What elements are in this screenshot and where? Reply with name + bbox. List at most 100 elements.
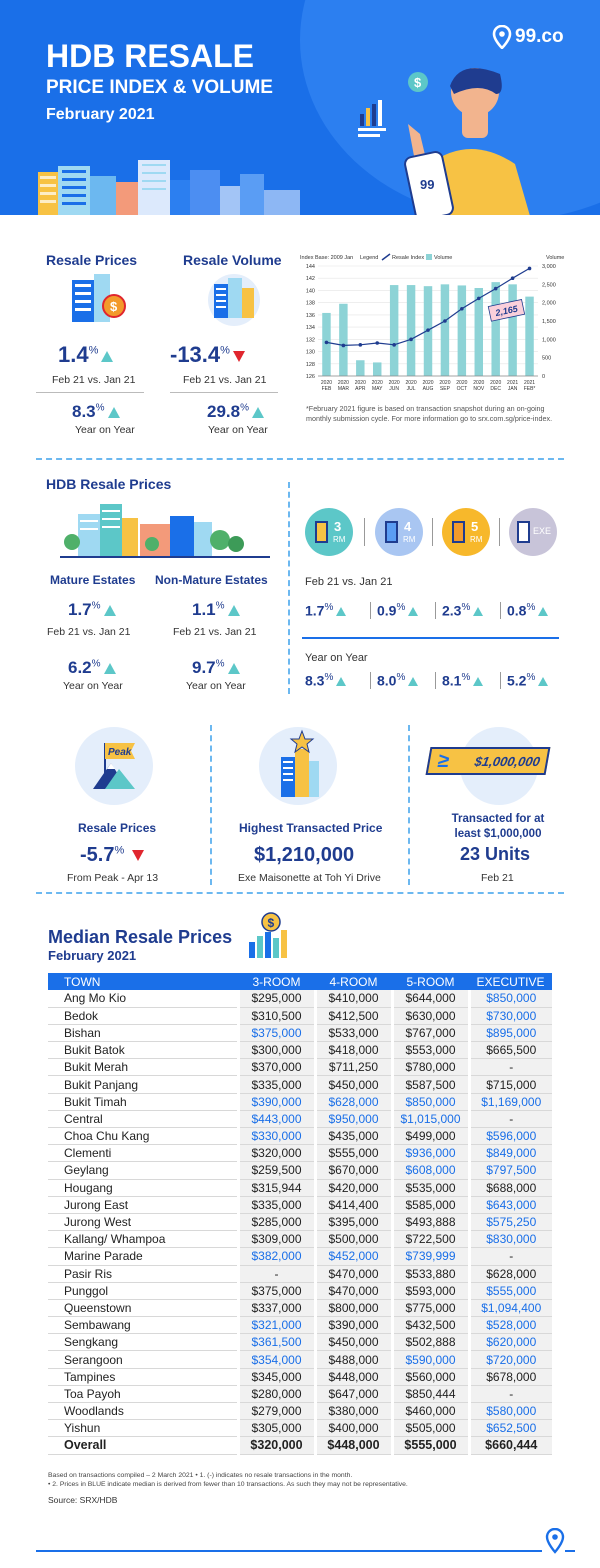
town-cell: Yishun <box>64 1421 101 1436</box>
resale-index-point <box>426 328 430 332</box>
section-divider-2 <box>36 892 564 894</box>
room-type-3rm: 3 RM <box>305 508 353 556</box>
divider-2 <box>170 392 278 393</box>
down-arrow-icon <box>132 850 145 862</box>
resale-index-point <box>324 340 329 345</box>
volume-bar <box>440 284 450 376</box>
table-row: Punggol $375,000 $470,000 $593,000 $555,000 <box>48 1282 552 1300</box>
door-icon <box>315 521 328 543</box>
town-cell: Jurong East <box>64 1197 129 1212</box>
chart-index-base: Index Base: 2009 Jan <box>300 255 353 261</box>
resale-index-point <box>527 266 532 271</box>
mountain-peak-icon: Peak <box>93 743 135 789</box>
section-divider-1 <box>36 458 564 460</box>
price-cell: $1,015,000 <box>390 1110 469 1128</box>
up-arrow-icon <box>252 407 264 419</box>
x-tick-year: 2020 <box>422 380 433 386</box>
town-cell: Toa Payoh <box>64 1386 121 1401</box>
y-tick-label: 136 <box>306 313 315 319</box>
table-row: Serangoon $354,000 $488,000 $590,000 $720,00… <box>48 1350 552 1369</box>
price-cell: $950,000 <box>313 1110 392 1128</box>
town-cell: Sembawang <box>64 1318 131 1333</box>
resale-index-point <box>358 343 363 347</box>
table-notes: Based on transactions compiled – 2 March… <box>48 1471 408 1489</box>
table-row: Pasir Ris - $470,000 $533,880 $628,000 <box>48 1265 552 1283</box>
price-cell: $375,000 <box>236 1024 315 1042</box>
volume-bar <box>457 285 467 376</box>
legend-line-swatch <box>381 253 391 261</box>
volume-bar <box>508 284 517 376</box>
x-tick-year: 2020 <box>338 380 349 386</box>
town-cell: Marine Parade <box>64 1249 143 1264</box>
price-cell: $300,000 <box>236 1041 315 1059</box>
price-cell: $418,000 <box>313 1041 392 1059</box>
price-cell: $665,500 <box>467 1041 552 1059</box>
price-cell: $412,500 <box>313 1007 392 1025</box>
price-cell: $470,000 <box>313 1282 392 1300</box>
y-tick-label: 126 <box>306 374 315 380</box>
table-row: Bukit Merah $370,000 $711,250 $780,000- <box>48 1058 552 1076</box>
up-arrow-icon <box>538 607 549 617</box>
mature-mom-caption: Feb 21 vs. Jan 21 <box>47 626 131 638</box>
x-tick-year: 2020 <box>389 380 400 386</box>
volume-bar <box>474 288 483 376</box>
volume-bar <box>525 296 534 376</box>
chart-footnote: *February 2021 figure is based on transa… <box>306 404 553 423</box>
chart-legend-index: Resale Index <box>392 255 424 261</box>
peak-illustration: Peak <box>75 727 153 805</box>
y-tick-label: 128 <box>306 362 315 368</box>
price-cell: $580,000 <box>467 1402 552 1420</box>
up-arrow-icon <box>101 350 114 362</box>
nonmature-mom-caption: Feb 21 vs. Jan 21 <box>173 626 257 638</box>
resale-volume-yoy: 29.8% <box>207 402 264 422</box>
million-title: Transacted for at least $1,000,000 <box>451 813 545 840</box>
resale-prices-caption: Feb 21 vs. Jan 21 <box>52 374 136 386</box>
price-cell: $375,000 <box>236 1282 315 1300</box>
town-cell: Serangoon <box>64 1352 123 1367</box>
x-tick-year: 2020 <box>473 380 484 386</box>
price-cell: $555,000 <box>467 1282 552 1300</box>
town-cell: Jurong West <box>64 1215 132 1230</box>
room-sep-1 <box>364 518 365 546</box>
table-note-2: • 2. Prices in BLUE indicate median is d… <box>48 1481 408 1489</box>
chart-legend-volume: Volume <box>434 255 452 261</box>
price-cell: $528,000 <box>467 1316 552 1334</box>
header-title: HDB RESALE <box>46 38 255 74</box>
resale-index-point <box>443 319 447 323</box>
up-arrow-icon <box>227 605 240 617</box>
price-cell: $435,000 <box>313 1127 392 1145</box>
svg-text:$: $ <box>414 75 422 90</box>
gte-icon: ≥ <box>436 750 451 772</box>
table-row: Bishan $375,000 $533,000 $767,000 $895,000 <box>48 1024 552 1042</box>
price-cell: $500,000 <box>313 1230 392 1248</box>
town-cell: Geylang <box>64 1163 109 1178</box>
x-tick-month: JAN <box>508 386 518 392</box>
room-sep-3 <box>499 518 500 546</box>
price-cell: $1,094,400 <box>467 1299 552 1317</box>
price-cell: $767,000 <box>390 1024 469 1042</box>
price-cell: $715,000 <box>467 1075 552 1094</box>
price-cell: $593,000 <box>390 1282 469 1300</box>
y-tick-label: 134 <box>306 325 315 331</box>
price-cell: $361,500 <box>236 1333 315 1351</box>
building-volume-icon <box>208 274 260 326</box>
price-cell: $660,444 <box>467 1436 552 1455</box>
x-tick-year: 2020 <box>355 380 366 386</box>
table-row: Woodlands $279,000 $380,000 $460,000 $580,00… <box>48 1402 552 1420</box>
x-tick-month: NOV <box>473 386 485 392</box>
price-cell: $320,000 <box>236 1436 315 1455</box>
table-note-1: Based on transactions compiled – 2 March… <box>48 1472 353 1479</box>
room-mom-label: Feb 21 vs. Jan 21 <box>305 576 393 588</box>
price-cell: $608,000 <box>390 1161 469 1180</box>
nonmature-estates-label: Non-Mature Estates <box>155 573 268 587</box>
price-cell: - <box>236 1265 315 1283</box>
price-cell: $936,000 <box>390 1144 469 1162</box>
y-tick-label: 140 <box>306 288 315 294</box>
table-row-overall: Overall $320,000 $448,000 $555,000 $660,444 <box>48 1436 552 1455</box>
volume-bar <box>406 285 416 376</box>
table-source: Source: SRX/HDB <box>48 1495 118 1505</box>
room-mom-exe: 0.8% <box>500 602 563 619</box>
price-cell: $499,000 <box>390 1127 469 1145</box>
price-cell: $335,000 <box>236 1196 315 1214</box>
x-tick-year: 2020 <box>456 380 467 386</box>
